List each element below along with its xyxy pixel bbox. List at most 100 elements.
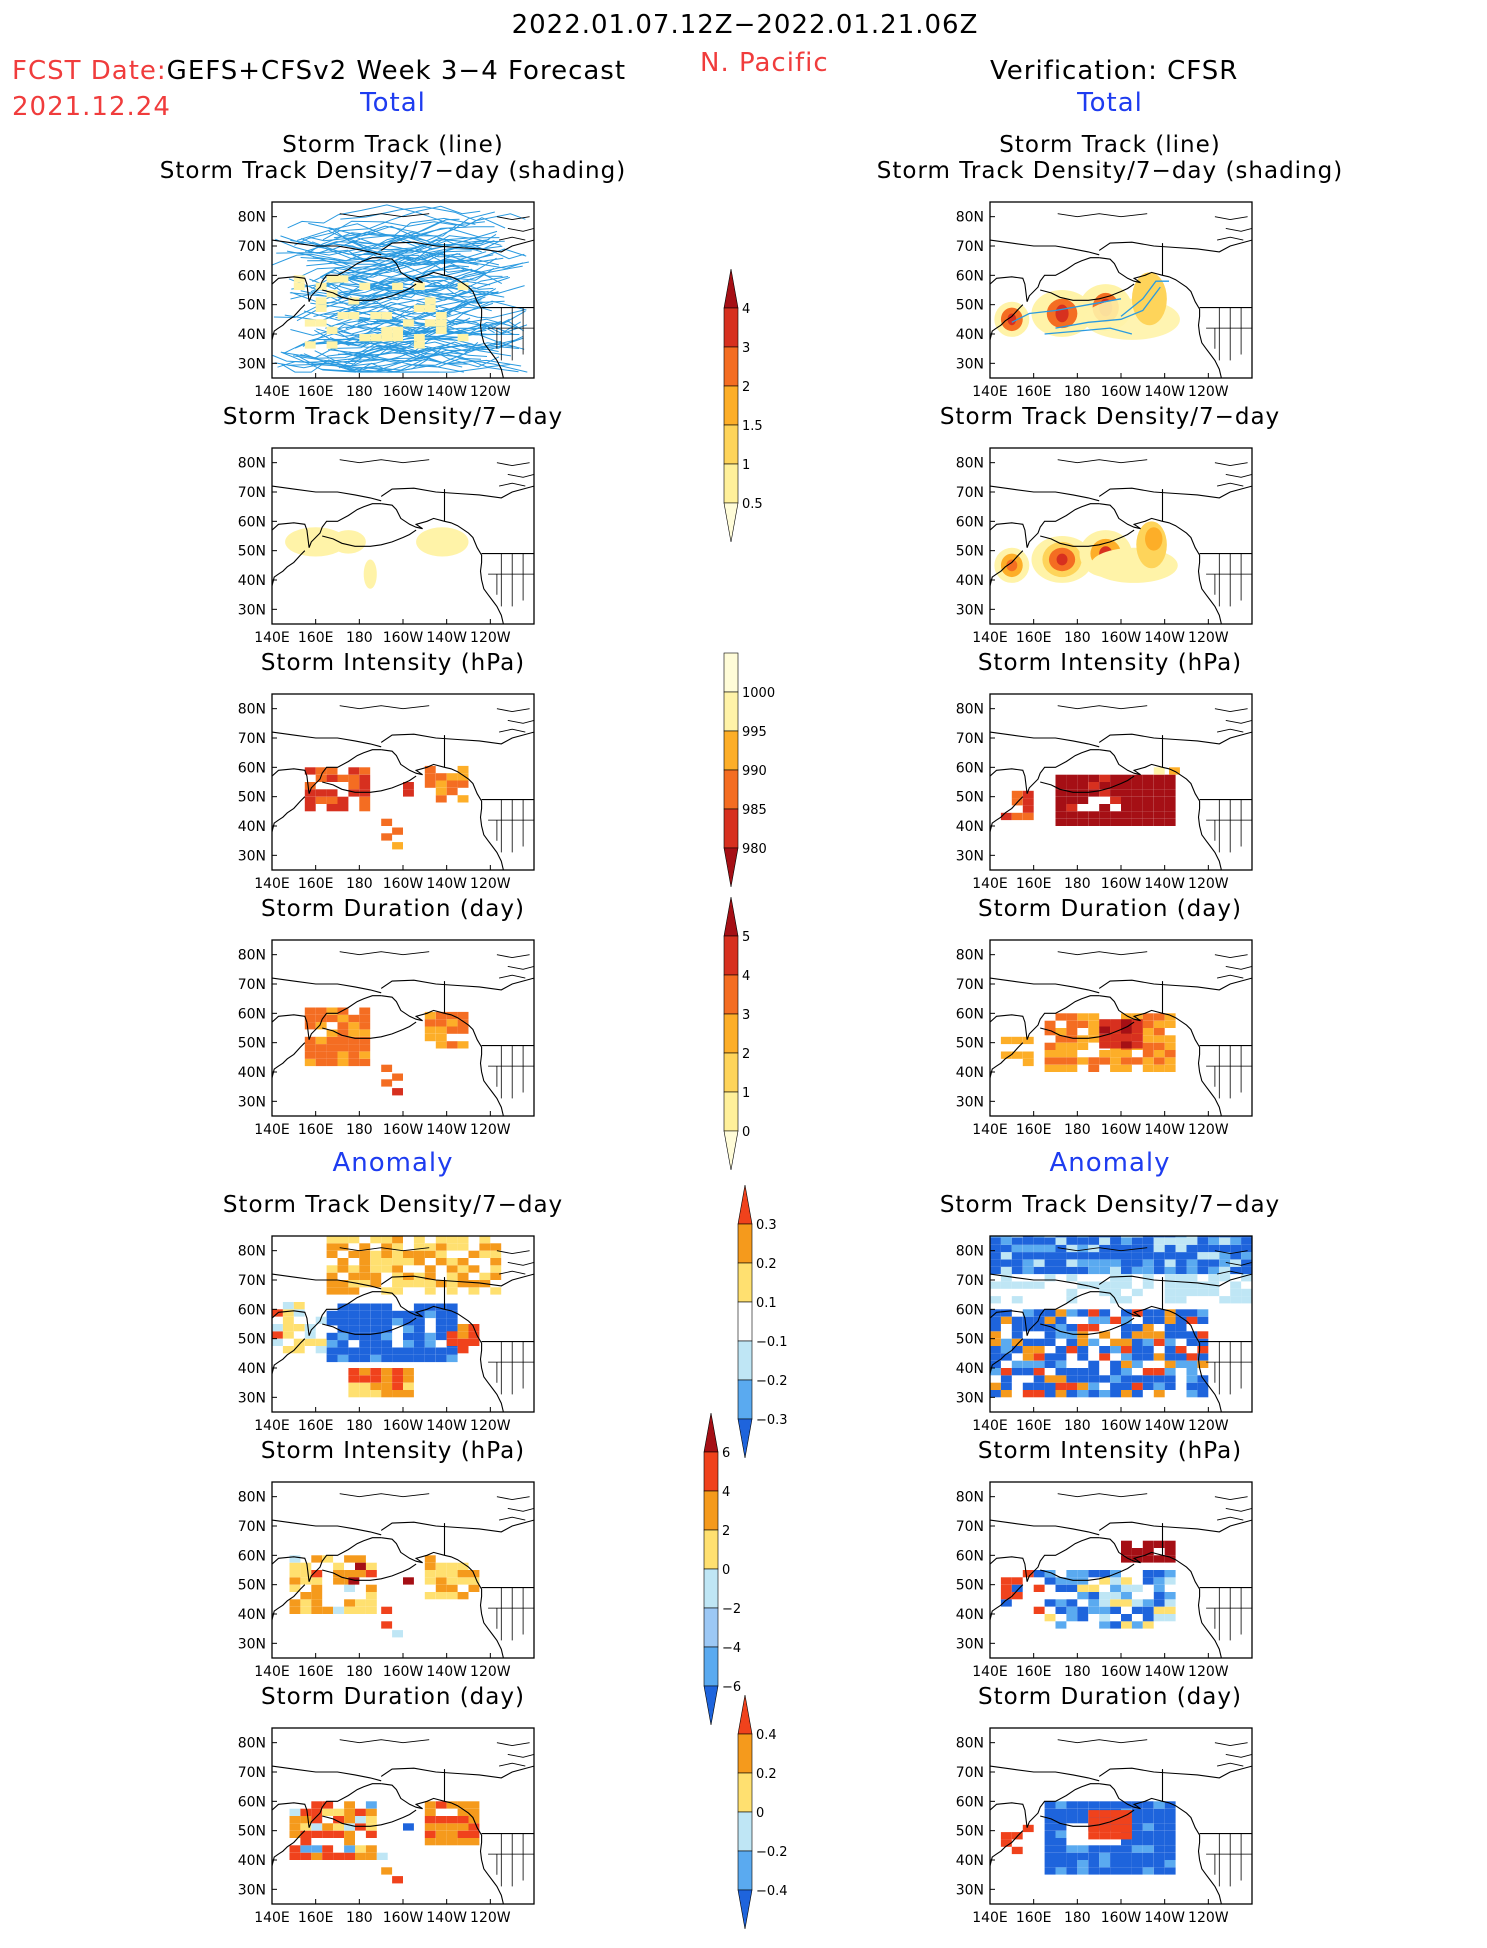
map-svg: 80N 70N 60N 50N 40N 30N 140E 160E 180 160W 140W 120…: [956, 1727, 1253, 1926]
lat-tick-label: 60N: [956, 1794, 984, 1810]
colorbar-tick-label: 0.2: [756, 1257, 777, 1272]
colorbar-svg: 0.3 0.2 0.1 −0.1 −0.2 −0.3: [737, 1184, 788, 1459]
lat-tick-label: 60N: [956, 1302, 984, 1318]
map-svg: 80N 70N 60N 50N 40N 30N 140E 160E 180 160W 140W 120…: [238, 1727, 535, 1926]
title-anom-intensity-right: Storm Intensity (hPa): [977, 1438, 1243, 1464]
lat-tick-label: 50N: [238, 1578, 266, 1594]
title-track-line-left: Storm Track (line): [282, 132, 504, 158]
lat-tick-label: 50N: [238, 1036, 266, 1052]
lon-tick-label: 140E: [972, 876, 1008, 892]
lat-tick-label: 80N: [238, 210, 266, 226]
lon-tick-label: 120W: [470, 876, 511, 892]
lat-tick-label: 40N: [956, 1853, 984, 1869]
map-anom-density-verification: 80N 70N 60N 50N 40N 30N 140E 160E 180 160W 140W 120…: [934, 1230, 1258, 1442]
lon-tick-label: 180: [346, 1664, 373, 1680]
lon-tick-label: 160E: [298, 1122, 334, 1138]
colorbar-svg: 0.4 0.2 0 −0.2 −0.4: [737, 1694, 788, 1930]
lat-tick-label: 50N: [238, 544, 266, 560]
lon-tick-label: 160W: [383, 1910, 424, 1926]
lon-tick-label: 120W: [1188, 876, 1229, 892]
lon-tick-label: 140W: [426, 1664, 467, 1680]
lon-tick-label: 140E: [254, 1664, 290, 1680]
colorbar-tick-label: 2: [722, 1524, 730, 1539]
map-svg: 80N 70N 60N 50N 40N 30N 140E 160E 180 160W 140W 120…: [238, 1235, 535, 1434]
lat-tick-label: 50N: [956, 1036, 984, 1052]
title-intensity-left: Storm Intensity (hPa): [260, 650, 526, 676]
colorbar-tick-label: 1.5: [742, 419, 763, 434]
lat-tick-label: 30N: [956, 848, 984, 864]
colorbar-tick-label: −0.3: [756, 1413, 788, 1428]
lon-tick-label: 160E: [1016, 876, 1052, 892]
lon-tick-label: 140W: [1144, 1664, 1185, 1680]
fcst-date: 2021.12.24: [12, 92, 171, 122]
lon-tick-label: 180: [1064, 1910, 1091, 1926]
lat-tick-label: 80N: [956, 1490, 984, 1506]
colorbar-intensity-total: 1000 995 990 985 980: [716, 648, 806, 906]
lon-tick-label: 160E: [298, 1910, 334, 1926]
lat-tick-label: 60N: [956, 268, 984, 284]
lat-tick-label: 40N: [956, 573, 984, 589]
lat-tick-label: 30N: [238, 1094, 266, 1110]
lon-tick-label: 180: [346, 876, 373, 892]
lat-tick-label: 80N: [956, 948, 984, 964]
lat-tick-label: 30N: [238, 1390, 266, 1406]
lon-tick-label: 120W: [1188, 1122, 1229, 1138]
lon-tick-label: 160W: [383, 1418, 424, 1434]
lon-tick-label: 120W: [1188, 1418, 1229, 1434]
map-anom-intensity-verification: 80N 70N 60N 50N 40N 30N 140E 160E 180 160W 140W 120…: [934, 1476, 1258, 1688]
colorbar-svg: 1000 995 990 985 980: [723, 652, 775, 888]
colorbar-tick-label: 0.5: [742, 497, 763, 512]
lat-tick-label: 50N: [238, 298, 266, 314]
map-track-verification: 80N 70N 60N 50N 40N 30N 140E 160E 180 160W 140W 120…: [934, 196, 1258, 408]
lon-tick-label: 120W: [1188, 1664, 1229, 1680]
colorbar-tick-label: −0.2: [756, 1845, 788, 1860]
lat-tick-label: 60N: [956, 1548, 984, 1564]
lat-tick-label: 80N: [956, 1244, 984, 1260]
lon-tick-label: 180: [346, 1910, 373, 1926]
map-intensity-forecast: 80N 70N 60N 50N 40N 30N 140E 160E 180 160W 140W 120…: [216, 688, 540, 900]
lat-tick-label: 40N: [238, 819, 266, 835]
map-svg: 80N 70N 60N 50N 40N 30N 140E 160E 180 160W 140W 120…: [956, 201, 1253, 400]
lat-tick-label: 30N: [956, 1636, 984, 1652]
lat-tick-label: 60N: [956, 1006, 984, 1022]
colorbar-tick-label: 985: [742, 803, 767, 818]
map-svg: 80N 70N 60N 50N 40N 30N 140E 160E 180 160W 140W 120…: [238, 693, 535, 892]
map-density-verification: 80N 70N 60N 50N 40N 30N 140E 160E 180 160W 140W 120…: [934, 442, 1258, 654]
colorbar-tick-label: 5: [742, 930, 750, 945]
lon-tick-label: 140E: [972, 630, 1008, 646]
lon-tick-label: 140E: [972, 1910, 1008, 1926]
lon-tick-label: 140E: [254, 384, 290, 400]
colorbar-tick-label: −0.1: [756, 1335, 788, 1350]
verification-label: Verification: CFSR: [990, 56, 1239, 86]
fcst-line: FCST Date:GEFS+CFSv2 Week 3−4 Forecast: [12, 56, 626, 86]
left-total-label: Total: [360, 88, 426, 118]
lat-tick-label: 60N: [238, 1794, 266, 1810]
lon-tick-label: 180: [1064, 384, 1091, 400]
lat-tick-label: 70N: [238, 485, 266, 501]
lat-tick-label: 30N: [956, 1094, 984, 1110]
lat-tick-label: 80N: [956, 702, 984, 718]
colorbar-tick-label: 0.4: [756, 1728, 777, 1743]
colorbar-tick-label: 0: [722, 1563, 730, 1578]
lat-tick-label: 80N: [238, 1736, 266, 1752]
lon-tick-label: 140E: [254, 876, 290, 892]
lat-tick-label: 50N: [956, 1824, 984, 1840]
lat-tick-label: 60N: [956, 514, 984, 530]
lon-tick-label: 120W: [470, 630, 511, 646]
colorbar-duration-anomaly: 0.4 0.2 0 −0.2 −0.4: [730, 1690, 820, 1948]
lat-tick-label: 30N: [956, 1390, 984, 1406]
lon-tick-label: 140E: [254, 630, 290, 646]
colorbar-tick-label: 0.3: [756, 1218, 777, 1233]
lat-tick-label: 70N: [956, 1519, 984, 1535]
colorbar-tick-label: 0: [742, 1125, 750, 1140]
lat-tick-label: 70N: [238, 1273, 266, 1289]
lon-tick-label: 120W: [470, 1910, 511, 1926]
colorbar-svg: 6 4 2 0 −2 −4 −6: [703, 1412, 741, 1726]
lon-tick-label: 160E: [298, 630, 334, 646]
lat-tick-label: 70N: [238, 1765, 266, 1781]
title-density-right: Storm Track Density/7−day: [939, 404, 1281, 430]
lat-tick-label: 50N: [956, 1332, 984, 1348]
lon-tick-label: 160E: [298, 384, 334, 400]
lon-tick-label: 180: [1064, 630, 1091, 646]
map-intensity-verification: 80N 70N 60N 50N 40N 30N 140E 160E 180 160W 140W 120…: [934, 688, 1258, 900]
